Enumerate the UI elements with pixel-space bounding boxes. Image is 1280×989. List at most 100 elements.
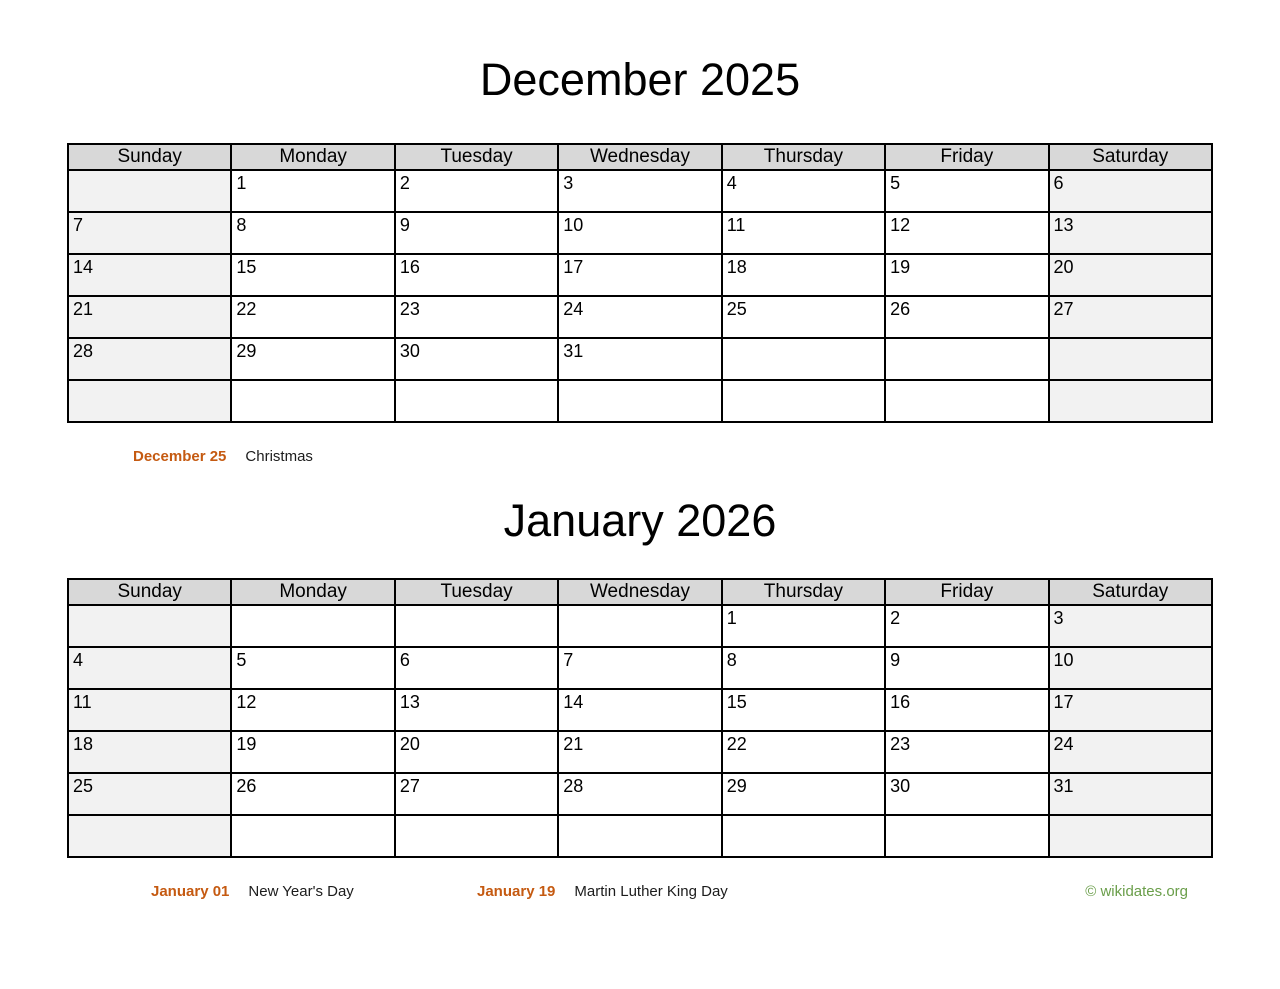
day-cell: 11 [66,688,233,732]
empty-day-cell [557,604,723,648]
empty-day-cell [557,379,723,423]
empty-day-cell [66,379,233,423]
copyright-link[interactable]: © wikidates.org [1085,883,1188,900]
weekday-header: Sunday [66,143,233,171]
holiday-date: December 25 [133,448,227,465]
day-cell: 9 [884,646,1050,690]
weekday-header: Wednesday [557,143,723,171]
weekday-header-row: Sunday Monday Tuesday Wednesday Thursday Frid… [66,143,1214,171]
day-cell: 15 [720,688,887,732]
holiday-note: December 25 Christmas [133,448,313,465]
holiday-note: January 01 New Year's Day [151,883,354,900]
day-cell: 25 [720,295,887,339]
day-cell: 21 [66,295,233,339]
day-cell: 13 [1047,211,1214,255]
empty-day-cell [230,379,396,423]
day-cell: 4 [720,169,887,213]
day-cell: 13 [393,688,560,732]
day-cell: 31 [1047,772,1214,816]
calendar-body: 1 2 3 4 5 6 7 8 9 10 11 12 13 14 15 16 17 18 19 20 21 22 23 24 2… [66,169,1214,423]
day-cell: 8 [720,646,887,690]
day-cell: 10 [557,211,723,255]
empty-day-cell [230,604,396,648]
day-cell: 23 [393,295,560,339]
day-cell: 15 [230,253,396,297]
empty-day-cell [884,337,1050,381]
day-cell: 16 [393,253,560,297]
calendar-table: Sunday Monday Tuesday Wednesday Thursday Frid… [66,143,1214,423]
calendar-body: 1 2 3 4 5 6 7 8 9 10 11 12 13 14 15 16 17 18 19 20 21 22 23 24 2… [66,604,1214,858]
day-cell: 2 [393,169,560,213]
empty-day-cell [720,379,887,423]
day-cell: 29 [720,772,887,816]
weekday-header: Thursday [720,578,887,606]
week-row [66,379,1214,423]
day-cell: 12 [884,211,1050,255]
weekday-header: Saturday [1047,143,1214,171]
months-container: December 2025 Sunday Monday Tuesday Wednesda… [0,0,1280,900]
empty-day-cell [1047,337,1214,381]
day-cell: 20 [1047,253,1214,297]
week-row: 18 19 20 21 22 23 24 [66,730,1214,774]
day-cell: 30 [393,337,560,381]
week-row: 4 5 6 7 8 9 10 [66,646,1214,690]
day-cell: 28 [66,337,233,381]
month-section: December 2025 Sunday Monday Tuesday Wednesda… [0,0,1280,469]
day-cell: 28 [557,772,723,816]
holiday-notes: December 25 Christmas [67,448,1213,469]
empty-day-cell [884,379,1050,423]
empty-day-cell [720,814,887,858]
day-cell: 29 [230,337,396,381]
weekday-header: Friday [884,143,1050,171]
day-cell: 1 [720,604,887,648]
day-cell: 27 [1047,295,1214,339]
day-cell: 12 [230,688,396,732]
holiday-date: January 19 [477,883,556,900]
day-cell: 24 [1047,730,1214,774]
weekday-header: Thursday [720,143,887,171]
empty-day-cell [393,604,560,648]
day-cell: 10 [1047,646,1214,690]
empty-day-cell [66,604,233,648]
day-cell: 18 [720,253,887,297]
day-cell: 26 [230,772,396,816]
day-cell: 26 [884,295,1050,339]
weekday-header-row: Sunday Monday Tuesday Wednesday Thursday Frid… [66,578,1214,606]
weekday-header: Monday [230,143,396,171]
empty-day-cell [393,379,560,423]
holiday-date: January 01 [151,883,230,900]
weekday-header: Saturday [1047,578,1214,606]
day-cell: 17 [557,253,723,297]
day-cell: 31 [557,337,723,381]
day-cell: 16 [884,688,1050,732]
day-cell: 19 [884,253,1050,297]
empty-day-cell [66,169,233,213]
calendar-head: Sunday Monday Tuesday Wednesday Thursday Frid… [66,143,1214,171]
day-cell: 7 [66,211,233,255]
weekday-header: Friday [884,578,1050,606]
day-cell: 23 [884,730,1050,774]
calendar-head: Sunday Monday Tuesday Wednesday Thursday Frid… [66,578,1214,606]
day-cell: 25 [66,772,233,816]
day-cell: 9 [393,211,560,255]
day-cell: 22 [230,295,396,339]
day-cell: 5 [884,169,1050,213]
empty-day-cell [66,814,233,858]
week-row: 11 12 13 14 15 16 17 [66,688,1214,732]
week-row: 25 26 27 28 29 30 31 [66,772,1214,816]
day-cell: 5 [230,646,396,690]
day-cell: 2 [884,604,1050,648]
empty-day-cell [1047,814,1214,858]
weekday-header: Sunday [66,578,233,606]
day-cell: 14 [557,688,723,732]
week-row [66,814,1214,858]
month-title: December 2025 [479,54,801,105]
weekday-header: Tuesday [393,143,560,171]
day-cell: 19 [230,730,396,774]
weekday-header: Wednesday [557,578,723,606]
day-cell: 3 [557,169,723,213]
day-cell: 21 [557,730,723,774]
day-cell: 11 [720,211,887,255]
